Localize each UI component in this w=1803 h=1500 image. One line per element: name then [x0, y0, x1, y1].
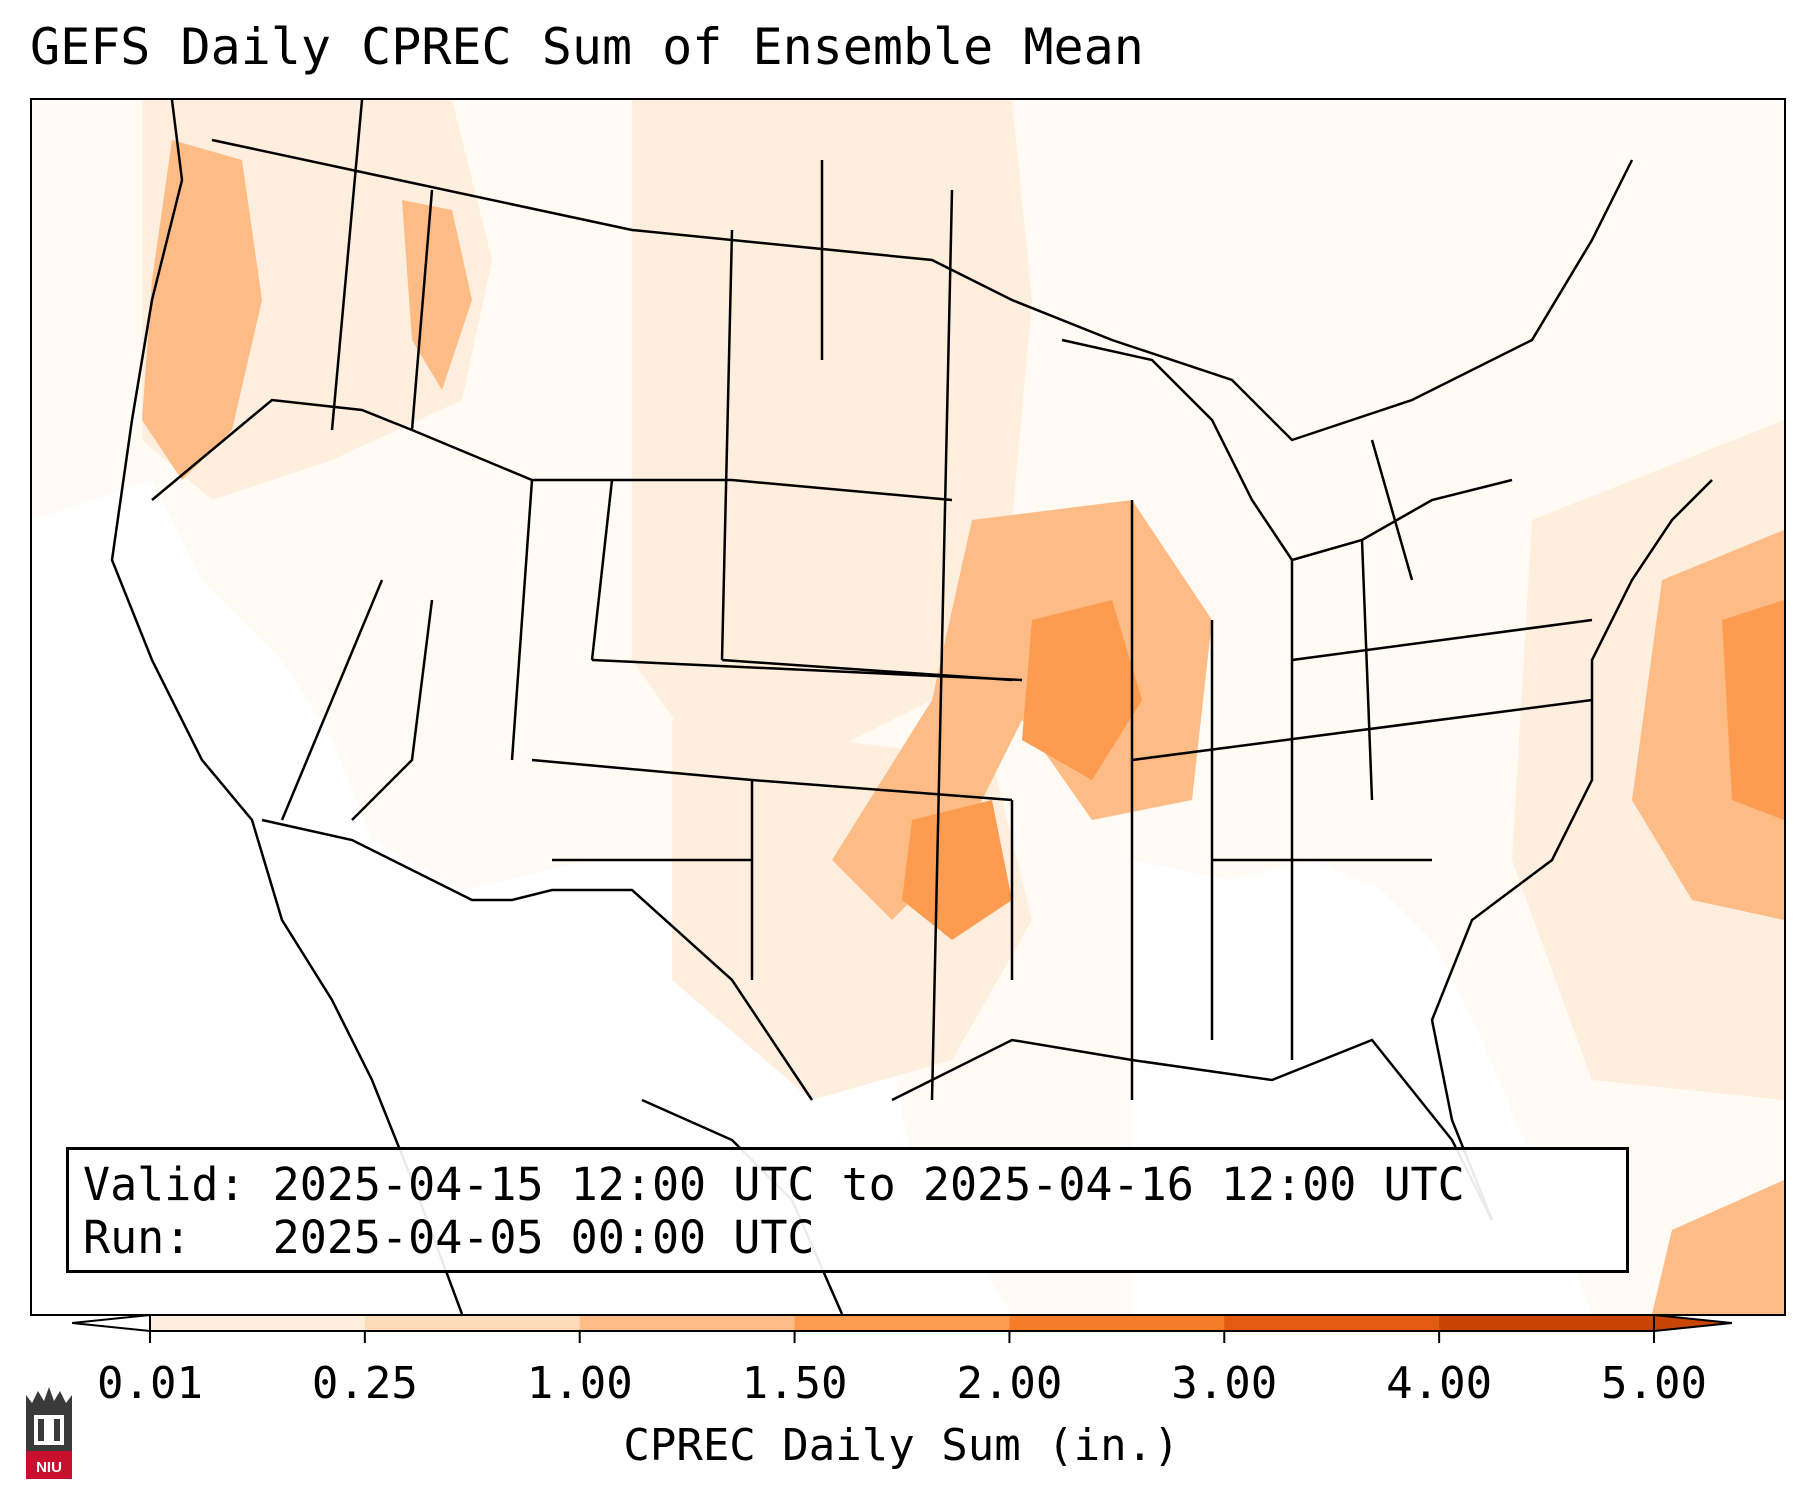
colorbar-segment: [1224, 1315, 1440, 1331]
precipitation-map: [30, 98, 1786, 1316]
colorbar-tick-label: 3.00: [1171, 1358, 1278, 1409]
colorbar-segment: [794, 1315, 1010, 1331]
colorbar-tick-label: 1.00: [526, 1358, 633, 1409]
heavy-precip-mississippi-valley: [1022, 600, 1142, 780]
heavy-precip-offshore-east: [1722, 600, 1784, 820]
state-lines-plains: [510, 479, 1023, 980]
colorbar-extend-low: [72, 1313, 151, 1333]
west-coastline: [110, 100, 464, 1314]
valid-label: Valid:: [83, 1158, 246, 1211]
moderate-precip-caribbean: [1652, 1180, 1784, 1314]
colorbar-label: CPREC Daily Sum (in.): [623, 1420, 1180, 1471]
state-lines-east: [1130, 439, 1593, 1100]
colorbar-tick-label: 5.00: [1601, 1358, 1707, 1409]
svg-text:NIU: NIU: [36, 1459, 62, 1476]
colorbar-tick-label: 0.25: [311, 1358, 418, 1409]
run-value: 2025-04-05 00:00 UTC: [272, 1211, 815, 1264]
colorbar-segment: [579, 1315, 796, 1331]
colorbar-segment: [364, 1315, 581, 1331]
niu-logo: NIU: [26, 1387, 72, 1479]
precip-shading: [32, 100, 1784, 1314]
mexico-border: [261, 818, 814, 1101]
moderate-precip-midwest: [832, 500, 1212, 920]
atlantic-coastline: [1430, 479, 1713, 1221]
gulf-coast-east: [891, 1038, 1494, 1221]
valid-value: 2025-04-15 12:00 UTC to 2025-04-16 12:00…: [272, 1158, 1465, 1211]
colorbar-segment: [1009, 1315, 1225, 1331]
heavy-precip-oklahoma: [902, 800, 1012, 940]
colorbar-tick-label: 0.01: [97, 1358, 203, 1409]
colorbar-segment: [1439, 1315, 1655, 1331]
colorbar-segment: [150, 1315, 366, 1331]
state-lines-west: [151, 100, 954, 1101]
us-canada-border: [211, 138, 1634, 442]
colorbar-tick-label: 1.50: [741, 1358, 848, 1409]
colorbar-extend-high: [1653, 1313, 1732, 1333]
colorbar-segments: [149, 1314, 1655, 1332]
colorbar: [72, 1313, 1732, 1343]
map-canvas: [32, 100, 1784, 1314]
map-title: GEFS Daily CPREC Sum of Ensemble Mean: [30, 18, 1144, 76]
colorbar-ticks: [149, 1331, 1655, 1343]
run-label: Run:: [83, 1211, 192, 1264]
valid-run-info-box: Valid: 2025-04-15 12:00 UTC to 2025-04-1…: [66, 1147, 1629, 1273]
great-lakes: [1061, 338, 1513, 562]
colorbar-tick-label: 2.00: [956, 1358, 1063, 1409]
colorbar-tick-label: 4.00: [1386, 1358, 1493, 1409]
